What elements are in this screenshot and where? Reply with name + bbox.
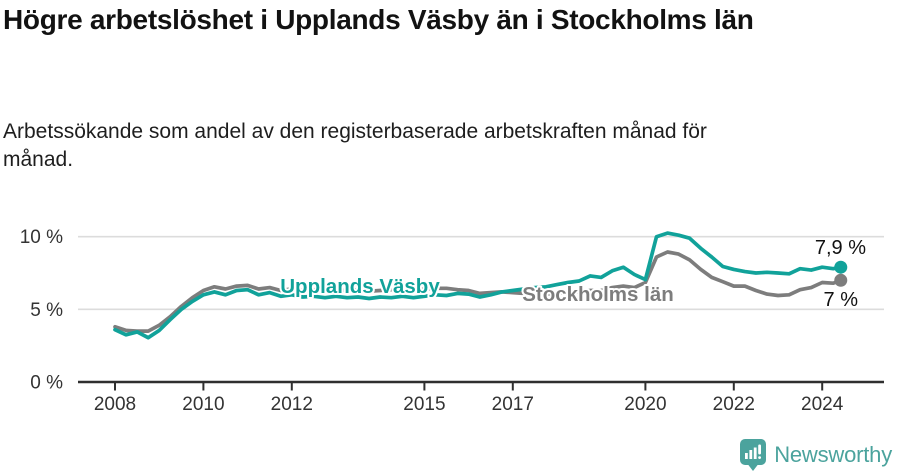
series-label-stockholms-lan: Stockholms län	[522, 283, 674, 306]
x-axis-tick-label: 2022	[713, 394, 755, 415]
series-label-upplands-vasby: Upplands Väsby	[280, 275, 440, 298]
series-line-stockholms-lan	[113, 250, 843, 333]
y-axis-tick-label: 5 %	[30, 300, 63, 321]
brand-name: Newsworthy	[774, 442, 892, 467]
x-axis-tick-label: 2020	[624, 394, 666, 415]
line-chart: 0 % 5 % 10 % 2008 2010 2012 2015 2017 2020 2022 20…	[20, 227, 884, 415]
y-axis-tick-label: 10 %	[20, 227, 63, 248]
x-axis-tick-label: 2012	[271, 394, 313, 415]
series-end-dot	[834, 260, 848, 274]
x-axis-tick-label: 2024	[801, 394, 844, 415]
x-axis-tick-label: 2010	[182, 394, 224, 415]
x-axis-tick-label: 2015	[403, 394, 445, 415]
chart-title: Högre arbetslöshet i Upplands Väsby än i…	[3, 4, 754, 35]
end-value-label: 7 %	[824, 289, 859, 311]
chart-subtitle: Arbetssökande som andel av den registerb…	[3, 120, 707, 172]
series-line-upplands-vasby	[113, 231, 843, 340]
newsworthy-logo-icon	[740, 439, 767, 471]
x-axis-tick-label: 2008	[94, 394, 136, 415]
x-axis-tick-label: 2017	[492, 394, 534, 415]
brand-footer: Newsworthy	[739, 439, 892, 471]
y-axis-tick-label: 0 %	[30, 373, 63, 394]
series-end-dot	[834, 273, 848, 287]
end-value-label: 7,9 %	[815, 237, 866, 259]
